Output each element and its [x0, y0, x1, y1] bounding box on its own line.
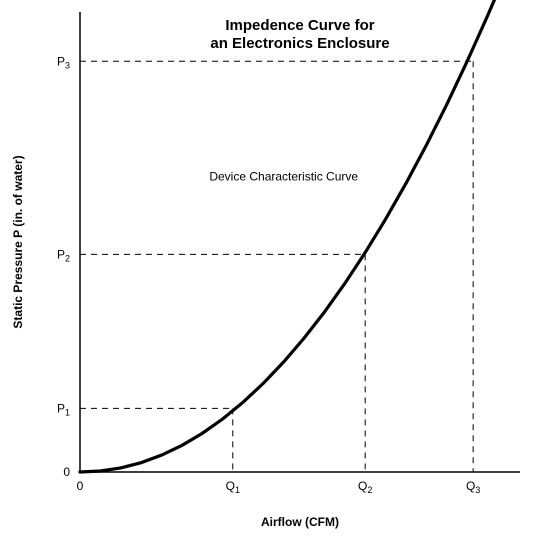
- curve-annotation: Device Characteristic Curve: [209, 169, 358, 183]
- impedance-curve-chart: Impedence Curve foran Electronics Enclos…: [0, 0, 534, 544]
- y-axis-label: Static Pressure P (in. of water): [11, 155, 25, 328]
- x-axis-label: Airflow (CFM): [261, 515, 339, 529]
- y-origin-label: 0: [63, 465, 70, 479]
- chart-title-line1: Impedence Curve for: [225, 17, 374, 34]
- chart-container: Impedence Curve foran Electronics Enclos…: [0, 0, 534, 544]
- x-origin-label: 0: [77, 479, 84, 493]
- chart-title-line2: an Electronics Enclosure: [210, 35, 389, 52]
